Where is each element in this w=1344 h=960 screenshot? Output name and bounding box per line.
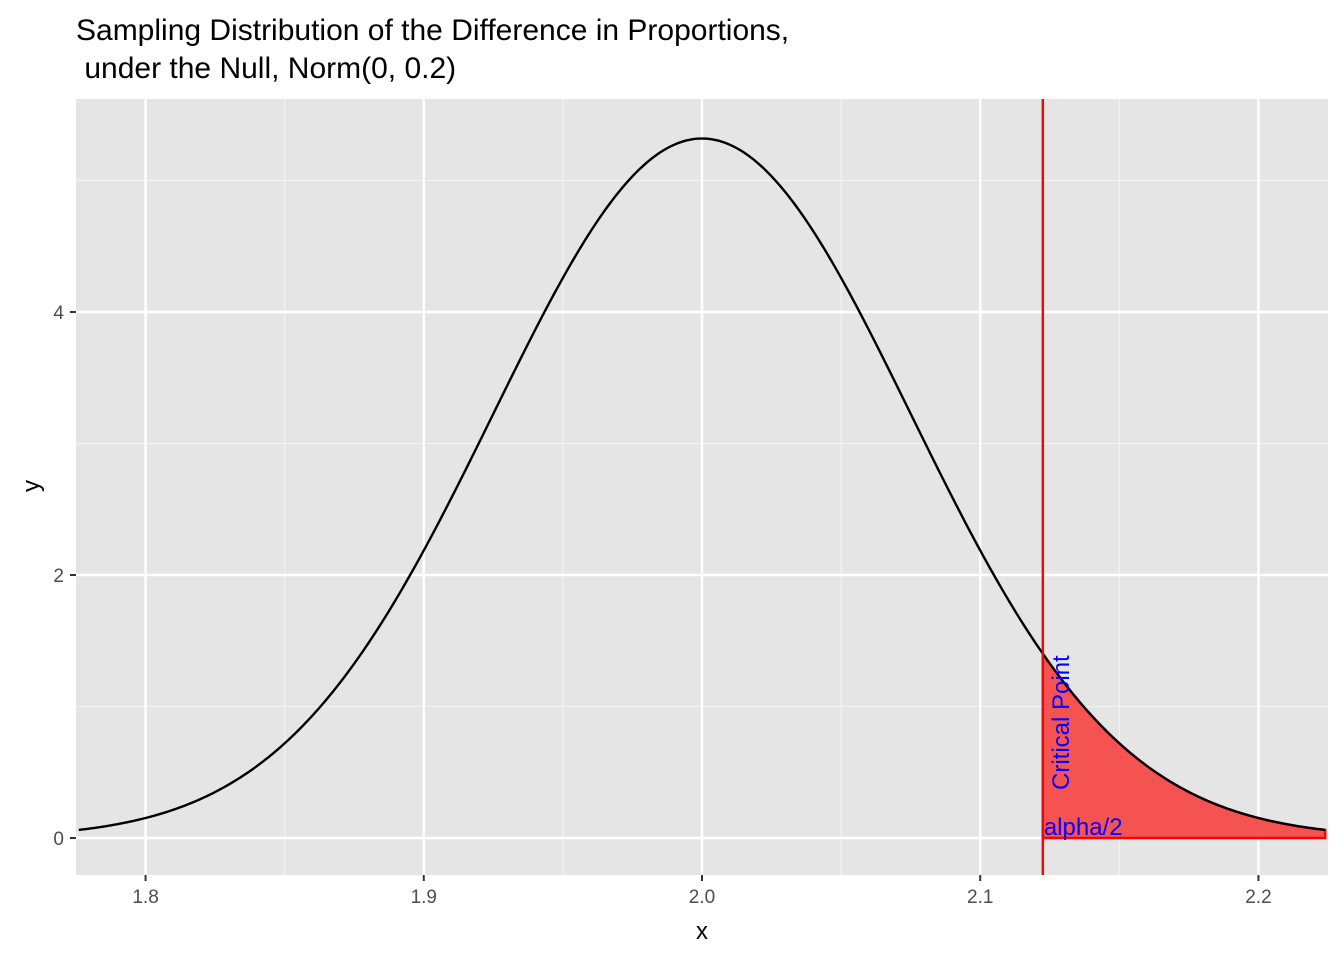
- density-curve: [78, 137, 1326, 832]
- x-axis-title: x: [696, 918, 708, 945]
- y-tick-label: 0: [53, 829, 64, 850]
- alpha-label: alpha/2: [1044, 814, 1123, 841]
- x-tick-label: 2.2: [1245, 887, 1271, 908]
- y-axis: 0 2 4: [53, 303, 76, 850]
- y-tick-label: 2: [53, 566, 64, 587]
- x-tick-label: 2.0: [689, 887, 715, 908]
- critical-point-label: Critical Point: [1048, 655, 1075, 790]
- x-tick-label: 1.9: [411, 887, 437, 908]
- x-tick-label: 2.1: [967, 887, 993, 908]
- y-tick-label: 4: [53, 303, 64, 324]
- y-axis-title: y: [18, 480, 45, 492]
- x-tick-label: 1.8: [132, 887, 158, 908]
- chart-subtitle: under the Null, Norm(0, 0.2): [76, 52, 456, 85]
- chart-title: Sampling Distribution of the Difference …: [76, 14, 789, 47]
- grid-major: [76, 99, 1328, 875]
- x-axis: 1.8 1.9 2.0 2.1 2.2: [132, 875, 1272, 908]
